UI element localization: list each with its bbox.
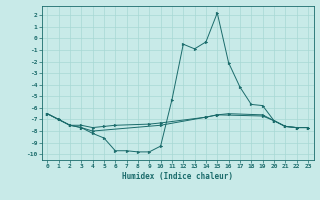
X-axis label: Humidex (Indice chaleur): Humidex (Indice chaleur)	[122, 172, 233, 181]
